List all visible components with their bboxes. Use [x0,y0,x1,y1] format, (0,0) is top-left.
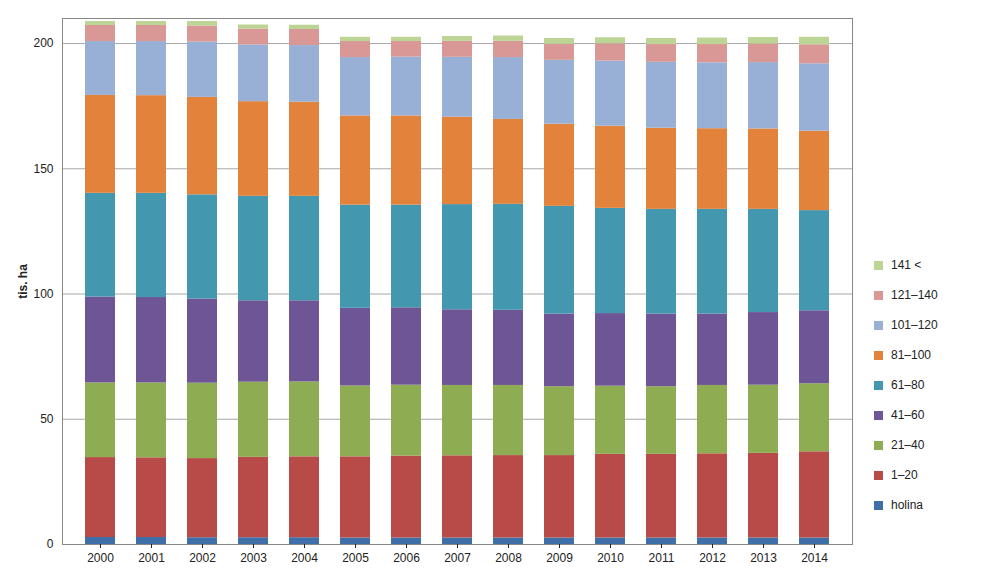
html-text:101–120: 101–120 [891,318,938,332]
html-text:121–140: 121–140 [891,288,938,302]
html-text:61–80: 61–80 [891,378,925,392]
svg-text:2004: 2004 [291,551,318,565]
svg-text:2000: 2000 [87,551,114,565]
svg-text:tis. ha: tis. ha [16,264,30,299]
svg-text:2006: 2006 [393,551,420,565]
html-text:holina: holina [891,498,923,512]
svg-text:2010: 2010 [597,551,624,565]
svg-text:200: 200 [33,36,53,50]
svg-text:2013: 2013 [750,551,777,565]
html-text:21–40: 21–40 [891,438,925,452]
svg-text:2003: 2003 [240,551,267,565]
html-text:41–60: 41–60 [891,408,925,422]
svg-text:2014: 2014 [801,551,828,565]
svg-text:50: 50 [40,412,54,426]
svg-text:2001: 2001 [138,551,165,565]
svg-text:2008: 2008 [495,551,522,565]
svg-text:100: 100 [33,287,53,301]
svg-text:2012: 2012 [699,551,726,565]
svg-text:150: 150 [33,162,53,176]
svg-text:2005: 2005 [342,551,369,565]
svg-text:0: 0 [47,537,54,551]
html-text:141 <: 141 < [891,258,922,272]
svg-text:2007: 2007 [444,551,471,565]
html-text:81–100: 81–100 [891,348,931,362]
svg-text:2011: 2011 [649,551,675,565]
html-text:1–20: 1–20 [891,468,918,482]
svg-text:2009: 2009 [546,551,573,565]
svg-text:2002: 2002 [189,551,216,565]
